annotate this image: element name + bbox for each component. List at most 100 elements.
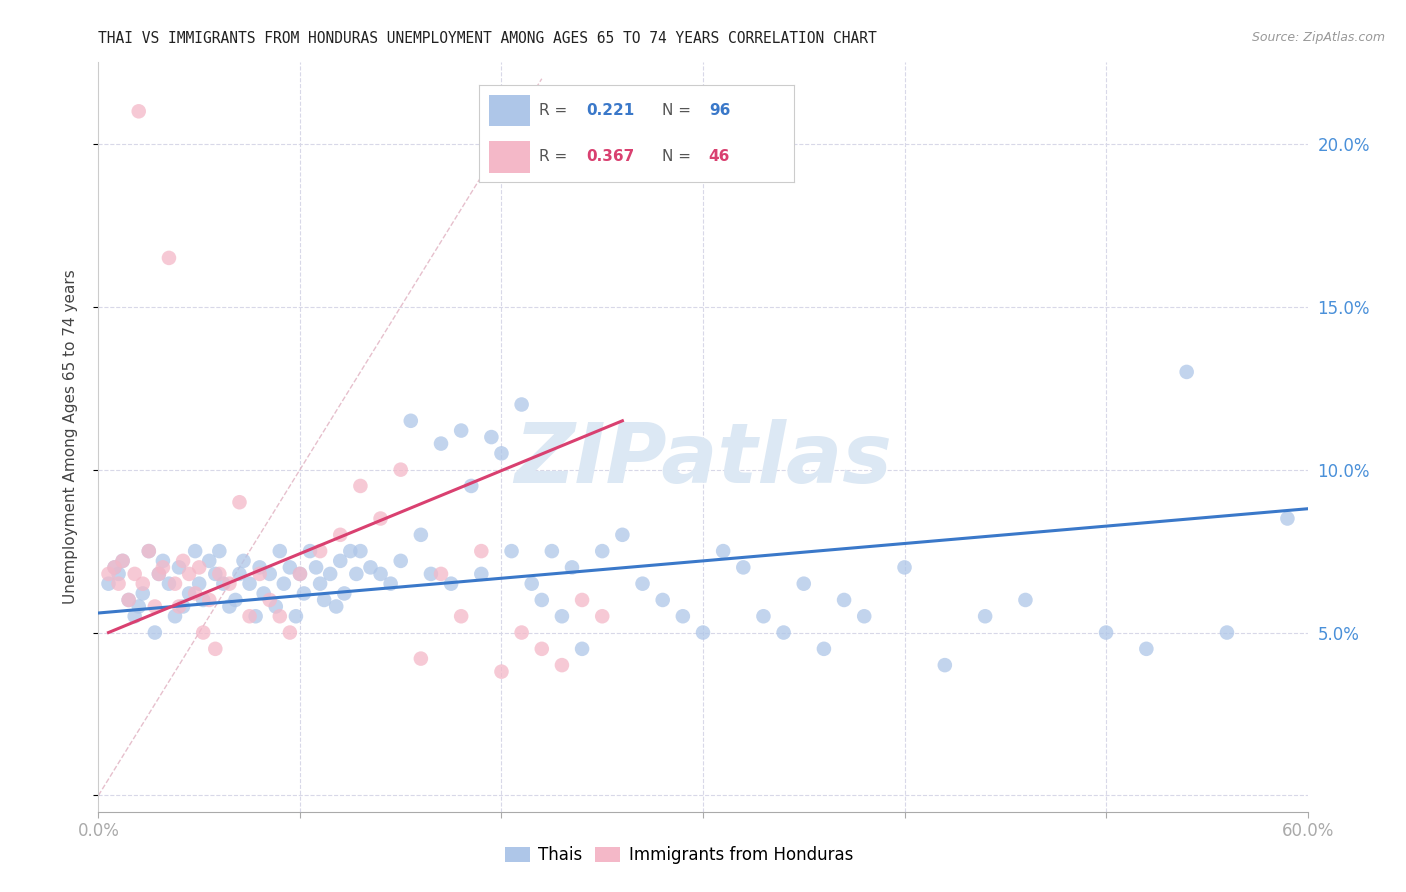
- Point: [339, 544, 361, 558]
- Point: [232, 554, 254, 568]
- Point: [157, 576, 180, 591]
- Point: [491, 665, 513, 679]
- Point: [288, 566, 311, 581]
- Point: [299, 544, 322, 558]
- Point: [132, 576, 155, 591]
- Point: [793, 576, 815, 591]
- Point: [349, 479, 371, 493]
- Point: [188, 560, 211, 574]
- Point: [470, 544, 492, 558]
- Text: Source: ZipAtlas.com: Source: ZipAtlas.com: [1251, 31, 1385, 45]
- Point: [107, 576, 129, 591]
- Point: [239, 576, 262, 591]
- Point: [204, 566, 226, 581]
- Point: [399, 414, 422, 428]
- Point: [540, 544, 562, 558]
- Point: [138, 544, 160, 558]
- Point: [212, 576, 235, 591]
- Point: [143, 599, 166, 614]
- Point: [1277, 511, 1299, 525]
- Point: [1135, 641, 1157, 656]
- Point: [179, 586, 201, 600]
- Point: [157, 251, 180, 265]
- Point: [163, 609, 186, 624]
- Point: [571, 593, 593, 607]
- Point: [111, 554, 134, 568]
- Point: [218, 599, 240, 614]
- Point: [107, 566, 129, 581]
- Point: [228, 495, 250, 509]
- Point: [430, 436, 453, 450]
- Point: [224, 593, 246, 607]
- Point: [288, 566, 311, 581]
- Point: [103, 560, 125, 574]
- Point: [510, 625, 533, 640]
- Point: [450, 424, 472, 438]
- Point: [974, 609, 997, 624]
- Point: [179, 566, 201, 581]
- Point: [245, 609, 267, 624]
- Point: [430, 566, 453, 581]
- Point: [420, 566, 443, 581]
- Point: [305, 560, 328, 574]
- Point: [148, 566, 170, 581]
- Point: [163, 576, 186, 591]
- Point: [284, 609, 307, 624]
- Point: [893, 560, 915, 574]
- Point: [172, 599, 194, 614]
- Point: [380, 576, 402, 591]
- Point: [853, 609, 876, 624]
- Text: ZIPatlas: ZIPatlas: [515, 419, 891, 500]
- Point: [651, 593, 673, 607]
- Point: [481, 430, 503, 444]
- Point: [934, 658, 956, 673]
- Point: [491, 446, 513, 460]
- Point: [167, 560, 190, 574]
- Point: [259, 566, 281, 581]
- Point: [510, 397, 533, 411]
- Point: [319, 566, 342, 581]
- Point: [204, 641, 226, 656]
- Point: [832, 593, 855, 607]
- Point: [124, 609, 146, 624]
- Point: [333, 586, 356, 600]
- Point: [460, 479, 482, 493]
- Point: [188, 576, 211, 591]
- Point: [711, 544, 734, 558]
- Point: [193, 593, 215, 607]
- Point: [520, 576, 543, 591]
- Point: [450, 609, 472, 624]
- Point: [264, 599, 287, 614]
- Point: [269, 609, 291, 624]
- Point: [97, 576, 120, 591]
- Point: [370, 566, 392, 581]
- Point: [249, 566, 271, 581]
- Point: [273, 576, 295, 591]
- Point: [772, 625, 794, 640]
- Point: [253, 586, 276, 600]
- Y-axis label: Unemployment Among Ages 65 to 74 years: Unemployment Among Ages 65 to 74 years: [63, 269, 77, 605]
- Point: [733, 560, 755, 574]
- Point: [530, 641, 553, 656]
- Point: [249, 560, 271, 574]
- Point: [143, 625, 166, 640]
- Point: [344, 566, 367, 581]
- Point: [184, 586, 207, 600]
- Point: [551, 609, 574, 624]
- Point: [118, 593, 141, 607]
- Point: [1175, 365, 1198, 379]
- Point: [218, 576, 240, 591]
- Point: [591, 544, 613, 558]
- Point: [152, 560, 174, 574]
- Point: [389, 554, 412, 568]
- Point: [269, 544, 291, 558]
- Point: [132, 586, 155, 600]
- Point: [278, 625, 301, 640]
- Text: THAI VS IMMIGRANTS FROM HONDURAS UNEMPLOYMENT AMONG AGES 65 TO 74 YEARS CORRELAT: THAI VS IMMIGRANTS FROM HONDURAS UNEMPLO…: [98, 31, 877, 46]
- Point: [752, 609, 775, 624]
- Point: [370, 511, 392, 525]
- Point: [118, 593, 141, 607]
- Point: [97, 566, 120, 581]
- Point: [278, 560, 301, 574]
- Point: [148, 566, 170, 581]
